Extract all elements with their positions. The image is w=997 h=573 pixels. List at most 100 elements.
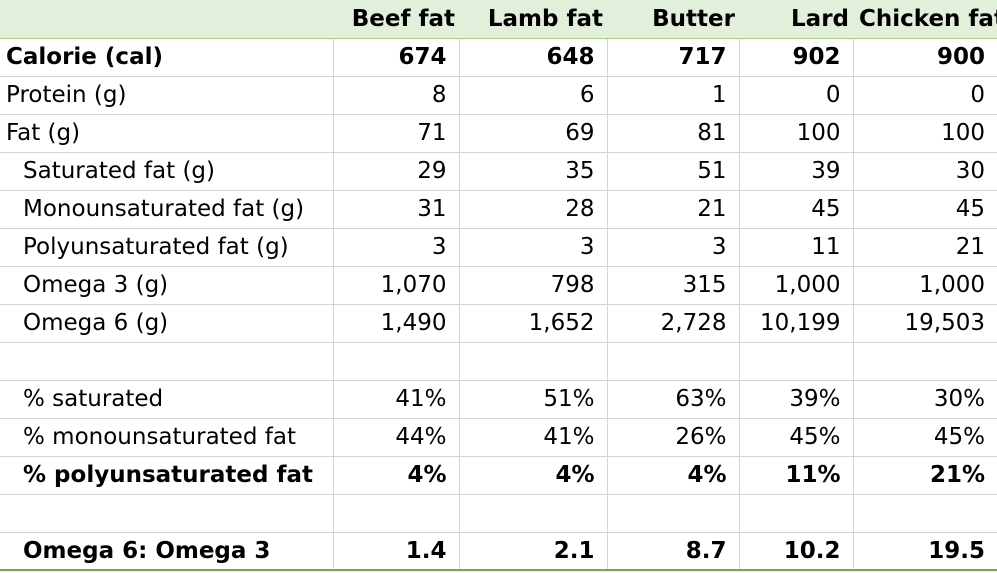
value-cell[interactable]: 10.2 (739, 532, 854, 571)
value-cell[interactable]: 21 (607, 190, 740, 229)
value-cell[interactable]: 1,000 (853, 266, 997, 305)
value-cell[interactable]: 0 (853, 76, 997, 115)
value-cell[interactable]: 11% (739, 456, 854, 495)
row-label-cell[interactable]: % polyunsaturated fat (0, 456, 334, 495)
row-label-cell[interactable]: Omega 6 (g) (0, 304, 334, 343)
value-cell[interactable]: 39 (739, 152, 854, 191)
value-cell[interactable]: 798 (459, 266, 608, 305)
row-label-cell[interactable]: % monounsaturated fat (0, 418, 334, 457)
value-cell[interactable] (607, 494, 740, 533)
header-cell-lamb-fat[interactable]: Lamb fat (459, 0, 607, 39)
value-cell[interactable]: 0 (739, 76, 854, 115)
table-row: % saturated 41% 51% 63% 39% 30% (0, 380, 997, 419)
header-row: Beef fat Lamb fat Butter Lard Chicken fa… (0, 0, 997, 39)
value-cell[interactable]: 902 (739, 38, 854, 77)
value-cell[interactable]: 1,070 (333, 266, 460, 305)
value-cell[interactable]: 44% (333, 418, 460, 457)
value-cell[interactable]: 51% (459, 380, 608, 419)
header-cell-beef-fat[interactable]: Beef fat (333, 0, 459, 39)
value-cell[interactable]: 4% (333, 456, 460, 495)
value-cell[interactable] (459, 494, 608, 533)
header-cell-corner[interactable] (0, 0, 333, 39)
value-cell[interactable]: 21% (853, 456, 997, 495)
row-label-cell[interactable]: Fat (g) (0, 114, 334, 153)
header-cell-chicken-fat[interactable]: Chicken fat (853, 0, 997, 39)
value-cell[interactable]: 26% (607, 418, 740, 457)
value-cell[interactable]: 71 (333, 114, 460, 153)
value-cell[interactable]: 3 (607, 228, 740, 267)
value-cell[interactable]: 19,503 (853, 304, 997, 343)
row-label-cell[interactable]: Monounsaturated fat (g) (0, 190, 334, 229)
value-cell[interactable]: 51 (607, 152, 740, 191)
value-cell[interactable]: 11 (739, 228, 854, 267)
table-row: Omega 3 (g) 1,070 798 315 1,000 1,000 (0, 266, 997, 305)
value-cell[interactable]: 45% (739, 418, 854, 457)
value-cell[interactable]: 8 (333, 76, 460, 115)
row-label-cell[interactable] (0, 342, 334, 381)
row-label-cell[interactable]: Saturated fat (g) (0, 152, 334, 191)
value-cell[interactable]: 1 (607, 76, 740, 115)
row-label-cell[interactable]: Protein (g) (0, 76, 334, 115)
value-cell[interactable]: 8.7 (607, 532, 740, 571)
value-cell[interactable]: 6 (459, 76, 608, 115)
value-cell[interactable]: 45 (739, 190, 854, 229)
value-cell[interactable] (333, 342, 460, 381)
value-cell[interactable]: 2,728 (607, 304, 740, 343)
value-cell[interactable]: 81 (607, 114, 740, 153)
value-cell[interactable]: 1,000 (739, 266, 854, 305)
value-cell[interactable]: 4% (607, 456, 740, 495)
value-cell[interactable] (459, 342, 608, 381)
value-cell[interactable] (739, 494, 854, 533)
value-cell[interactable]: 3 (459, 228, 608, 267)
value-cell[interactable]: 19.5 (853, 532, 997, 571)
value-cell[interactable]: 1.4 (333, 532, 460, 571)
value-cell[interactable]: 4% (459, 456, 608, 495)
value-cell[interactable] (333, 494, 460, 533)
value-cell[interactable]: 100 (853, 114, 997, 153)
value-cell[interactable] (853, 494, 997, 533)
value-cell[interactable]: 63% (607, 380, 740, 419)
value-cell[interactable] (739, 342, 854, 381)
value-cell[interactable]: 31 (333, 190, 460, 229)
table-row: Saturated fat (g) 29 35 51 39 30 (0, 152, 997, 191)
row-label-cell[interactable]: % saturated (0, 380, 334, 419)
value-cell[interactable] (853, 342, 997, 381)
row-label-cell[interactable]: Omega 3 (g) (0, 266, 334, 305)
value-cell[interactable]: 100 (739, 114, 854, 153)
table-row: Omega 6 (g) 1,490 1,652 2,728 10,199 19,503 (0, 304, 997, 343)
row-label-cell[interactable]: Polyunsaturated fat (g) (0, 228, 334, 267)
header-cell-lard[interactable]: Lard (739, 0, 853, 39)
value-cell[interactable]: 45% (853, 418, 997, 457)
value-cell[interactable]: 39% (739, 380, 854, 419)
value-cell[interactable]: 315 (607, 266, 740, 305)
table-row: % monounsaturated fat 44% 41% 26% 45% 45% (0, 418, 997, 457)
row-label-cell[interactable]: Calorie (cal) (0, 38, 334, 77)
value-cell[interactable]: 717 (607, 38, 740, 77)
row-label-cell[interactable]: Omega 6: Omega 3 (0, 532, 334, 571)
value-cell[interactable]: 1,652 (459, 304, 608, 343)
value-cell[interactable]: 10,199 (739, 304, 854, 343)
value-cell[interactable]: 45 (853, 190, 997, 229)
value-cell[interactable]: 69 (459, 114, 608, 153)
value-cell[interactable]: 648 (459, 38, 608, 77)
value-cell[interactable] (607, 342, 740, 381)
value-cell[interactable]: 900 (853, 38, 997, 77)
value-cell[interactable]: 1,490 (333, 304, 460, 343)
value-cell[interactable]: 30% (853, 380, 997, 419)
value-cell[interactable]: 35 (459, 152, 608, 191)
value-cell[interactable]: 28 (459, 190, 608, 229)
value-cell[interactable]: 674 (333, 38, 460, 77)
table-row: Calorie (cal) 674 648 717 902 900 (0, 38, 997, 77)
value-cell[interactable]: 21 (853, 228, 997, 267)
value-cell[interactable]: 3 (333, 228, 460, 267)
value-cell[interactable]: 30 (853, 152, 997, 191)
row-label-cell[interactable] (0, 494, 334, 533)
header-cell-butter[interactable]: Butter (607, 0, 739, 39)
value-cell[interactable]: 2.1 (459, 532, 608, 571)
value-cell[interactable]: 41% (459, 418, 608, 457)
value-cell[interactable]: 29 (333, 152, 460, 191)
value-cell[interactable]: 41% (333, 380, 460, 419)
table-row: Fat (g) 71 69 81 100 100 (0, 114, 997, 153)
